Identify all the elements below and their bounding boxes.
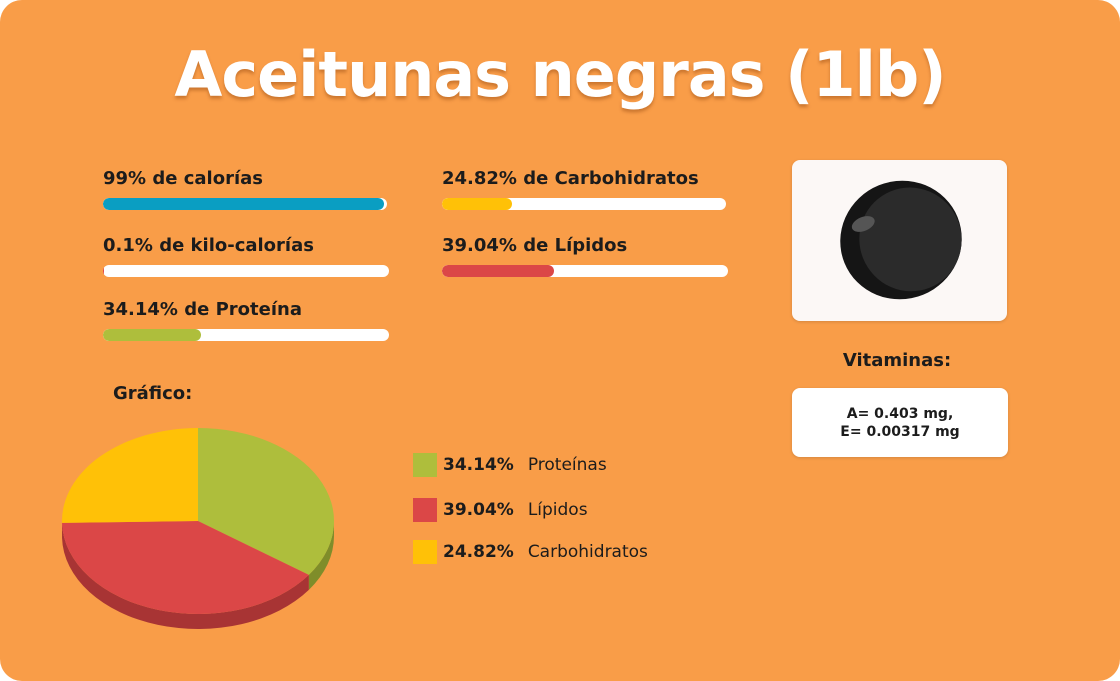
progress-fill: [442, 198, 513, 210]
stat-label: 24.82% de Carbohidratos: [442, 168, 699, 189]
stat-label: 99% de calorías: [103, 168, 263, 189]
stat-label: 34.14% de Proteína: [103, 299, 302, 320]
progress-fill: [103, 198, 385, 210]
stat-lipids: 39.04% de Lípidos: [442, 235, 728, 277]
pie-slice-proteínas: [198, 428, 334, 575]
legend-percent: 24.82%: [443, 542, 514, 562]
stat-label: 39.04% de Lípidos: [442, 235, 628, 256]
pie-chart: [62, 428, 334, 629]
stat-kilocalories: 0.1% de kilo-calorías: [103, 235, 389, 277]
vitamin-e: E= 0.00317 mg: [840, 423, 960, 440]
legend-swatch: [413, 540, 437, 564]
vitamin-a: A= 0.403 mg,: [846, 405, 954, 422]
legend-swatch: [413, 498, 437, 522]
vitamins-title: Vitaminas:: [842, 350, 952, 371]
legend-item-lipids: 39.04% Lípidos: [413, 497, 588, 523]
legend-swatch: [413, 453, 437, 477]
legend-item-proteins: 34.14% Proteínas: [413, 452, 607, 478]
page-title: Aceitunas negras (1lb): [174, 38, 946, 111]
progress-fill: [103, 265, 105, 277]
black-olive-icon: [840, 180, 962, 300]
pie-slice-side-proteínas: [308, 521, 334, 590]
progress-track: [442, 198, 726, 210]
progress-fill: [442, 265, 554, 277]
legend-percent: 34.14%: [443, 455, 514, 475]
legend-item-carbohydrates: 24.82% Carbohidratos: [413, 539, 648, 565]
progress-track: [103, 265, 389, 277]
pie-slice-lípidos: [62, 521, 309, 614]
stat-carbohydrates: 24.82% de Carbohidratos: [442, 168, 726, 210]
stat-protein: 34.14% de Proteína: [103, 299, 389, 341]
vitamins-box: A= 0.403 mg, E= 0.00317 mg: [792, 388, 1008, 457]
pie-slice-side-lípidos: [62, 522, 309, 629]
progress-track: [103, 329, 389, 341]
progress-track: [103, 198, 387, 210]
stat-calories: 99% de calorías: [103, 168, 387, 210]
progress-track: [442, 265, 728, 277]
legend-label: Lípidos: [527, 500, 588, 520]
chart-title: Gráfico:: [113, 383, 193, 404]
stat-label: 0.1% de kilo-calorías: [103, 235, 314, 256]
legend-percent: 39.04%: [443, 500, 514, 520]
food-image: [792, 160, 1007, 321]
legend-label: Carbohidratos: [527, 542, 648, 562]
progress-fill: [103, 329, 201, 341]
pie-slice-carbohidratos: [62, 428, 198, 523]
legend-label: Proteínas: [527, 455, 607, 475]
